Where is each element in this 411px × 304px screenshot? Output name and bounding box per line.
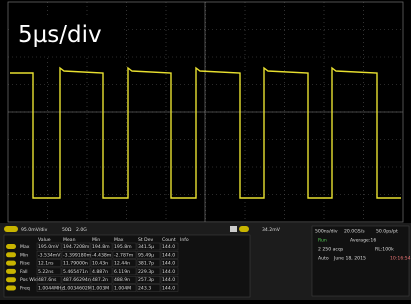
table-cell: 95.49µ: [138, 252, 154, 258]
acqs: 2 250 acqs: [318, 247, 344, 253]
table-cell: Max: [20, 244, 30, 250]
table-cell: -2.787m: [114, 252, 134, 258]
table-cell: Freq: [20, 286, 30, 292]
row-badge: [6, 269, 16, 274]
channel-scale: 95.0mV/div: [21, 227, 48, 233]
table-cell: 144.0: [162, 277, 175, 283]
table-cell: -3.399180m: [63, 252, 92, 258]
table-header: Info: [180, 237, 189, 243]
table-cell: 11.79000n: [63, 261, 88, 267]
table-cell: 243.3: [138, 286, 151, 292]
table-cell: 487.2n: [92, 277, 108, 283]
table-header: Mean: [63, 237, 76, 243]
channel-badge[interactable]: [4, 226, 18, 232]
table-header: Value: [38, 237, 51, 243]
table-cell: 12.44n: [114, 261, 130, 267]
date: June 18, 2015: [333, 256, 366, 262]
table-cell: 194.8m: [92, 244, 110, 250]
table-cell: Min: [20, 252, 28, 258]
resolution: 50.0ps/pt: [376, 229, 398, 235]
trigger-icon[interactable]: [230, 226, 237, 232]
table-cell: 1.003M: [92, 286, 109, 292]
state: Run: [318, 238, 327, 244]
table-cell: 195.0mV: [38, 244, 60, 250]
table-cell: 194.7208m: [63, 244, 90, 250]
table-cell: 5.465471n: [63, 269, 88, 275]
average: Average:16: [350, 238, 376, 244]
table-header: Max: [114, 237, 124, 243]
table-cell: 1.004M: [114, 286, 131, 292]
table-cell: -3.534mV: [38, 252, 61, 258]
table-cell: Rise: [20, 261, 30, 267]
table-cell: 257.3p: [138, 277, 154, 283]
trigger-level: 34.2mV: [262, 227, 281, 233]
table-cell: 341.5µ: [138, 244, 154, 250]
table-header: Count: [162, 237, 176, 243]
table-cell: 4.887n: [92, 269, 108, 275]
record-length: RL:100k: [375, 247, 394, 253]
table-cell: 488.9n: [114, 277, 130, 283]
table-cell: Fall: [20, 269, 28, 275]
table-cell: 144.0: [162, 286, 175, 292]
table-cell: 195.8m: [114, 244, 132, 250]
table-header: St Dev: [138, 237, 154, 243]
impedance: 50Ω: [62, 227, 72, 233]
table-cell: 144.0: [162, 244, 175, 250]
row-badge: [6, 252, 16, 257]
row-badge: [6, 261, 16, 266]
table-cell: 144.0: [162, 269, 175, 275]
bandwidth: 2.0G: [76, 227, 87, 233]
table-cell: 487.66294n: [63, 277, 91, 283]
timebase-label: 5µs/div: [18, 22, 102, 48]
table-cell: 1.0034602M: [63, 286, 92, 292]
table-cell: 6.119n: [114, 269, 130, 275]
horizontal: 500ns/div: [315, 229, 338, 235]
time: 10:16:54: [390, 256, 411, 262]
table-cell: 487.6ns: [38, 277, 57, 283]
table-cell: 12.1ns: [38, 261, 54, 267]
row-badge: [6, 277, 16, 282]
table-cell: 144.0: [162, 261, 175, 267]
oscilloscope: 5µs/div 95.0mV/div 50Ω 2.0G 34.2mV Value…: [0, 0, 411, 300]
mode: Auto: [318, 256, 329, 262]
table-cell: 5.22ns: [38, 269, 54, 275]
table-cell: 1.0044MHz: [38, 286, 64, 292]
row-badge: [6, 286, 16, 291]
table-header: Min: [92, 237, 100, 243]
trigger-badge[interactable]: [239, 226, 249, 232]
table-cell: Pos Wid: [20, 277, 38, 283]
sample-rate: 20.0GS/s: [344, 229, 365, 235]
table-cell: 381.7p: [138, 261, 154, 267]
row-badge: [6, 244, 16, 249]
table-cell: 144.0: [162, 252, 175, 258]
table-cell: 229.3p: [138, 269, 154, 275]
table-cell: -4.438m: [92, 252, 112, 258]
table-cell: 10.43n: [92, 261, 108, 267]
